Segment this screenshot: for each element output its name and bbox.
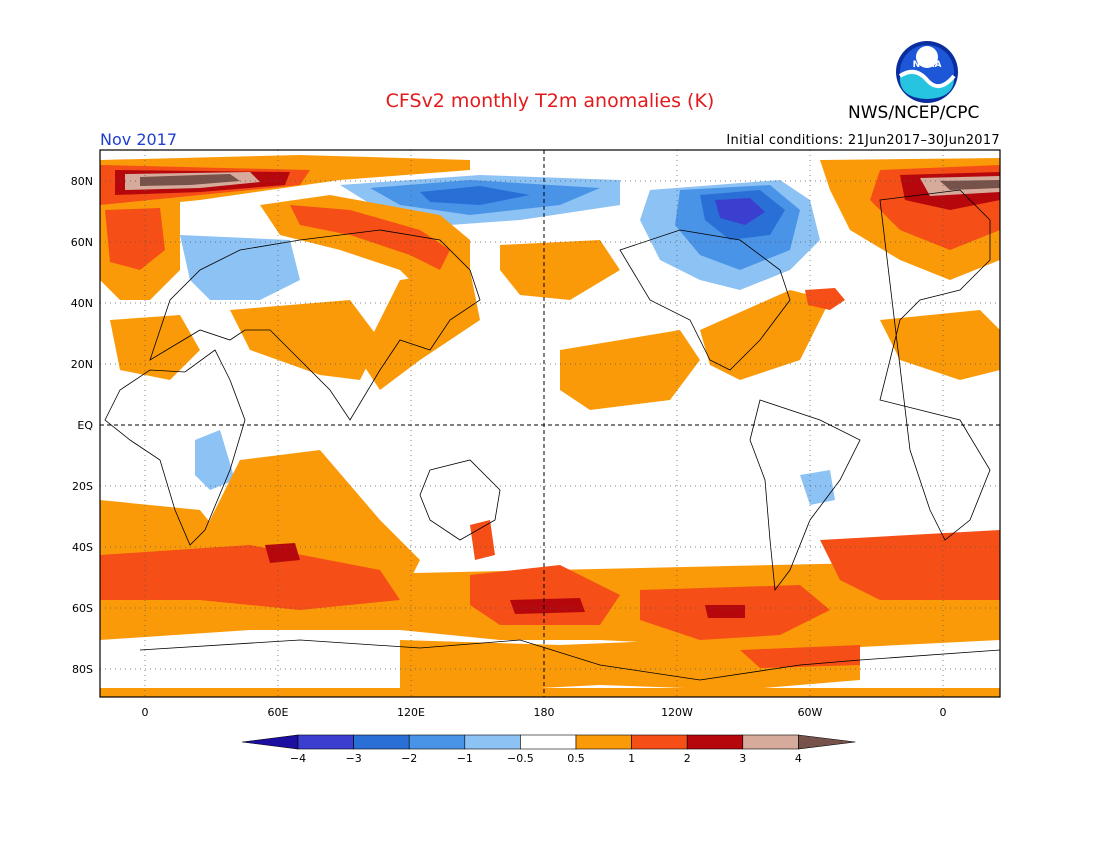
colorbar-label: −4: [290, 752, 306, 765]
north-pacific-warm: [500, 240, 620, 300]
india-warm: [230, 300, 380, 380]
anomaly-shading: [100, 155, 1000, 697]
colorbar-swatch: [520, 734, 577, 750]
lat-label: 60S: [72, 602, 93, 615]
arctic-brown-west: [140, 174, 240, 186]
southern-ocean-red-west: [100, 545, 400, 610]
forecast-month-label: Nov 2017: [100, 130, 178, 149]
equator-and-dateline: [100, 150, 1000, 697]
lon-label: 120W: [661, 706, 693, 719]
colorbar-label: −3: [345, 752, 361, 765]
north-africa-warm: [110, 315, 200, 380]
lat-label: 20S: [72, 480, 93, 493]
atlantic-warm-ne: [880, 310, 1000, 380]
organization-label: NWS/NCEP/CPC: [848, 103, 980, 123]
colorbar-label: −1: [457, 752, 473, 765]
lon-label: 60E: [268, 706, 289, 719]
lat-label: EQ: [77, 419, 93, 432]
longitude-labels: 0 60E 120E 180 120W 60W 0: [142, 706, 947, 719]
lon-label: 0: [142, 706, 149, 719]
initial-conditions-label: Initial conditions: 21Jun2017–30Jun2017: [726, 133, 1000, 148]
arctic-cold-deep: [420, 186, 530, 205]
colorbar-swatch: [742, 734, 799, 750]
eastern-us-warm: [700, 290, 830, 380]
graticule: [100, 150, 1000, 697]
colorbar-min-arrow: [241, 734, 299, 750]
latitude-labels: 80N 60N 40N 20N EQ 20S 40S 60S 80S: [71, 175, 94, 676]
north-america-cold-darkest: [715, 198, 765, 225]
southern-ocean-darkred-1: [265, 543, 300, 563]
logo-text: NOAA: [913, 60, 942, 70]
map-title: CFSv2 monthly T2m anomalies (K): [385, 90, 715, 112]
africa-cold: [195, 430, 235, 490]
colorbar-label: 1: [628, 752, 635, 765]
eastern-us-red: [805, 288, 845, 310]
lon-label: 60W: [798, 706, 823, 719]
east-asia-warm: [360, 270, 480, 390]
central-asia-cold: [180, 235, 300, 300]
europe-red: [105, 208, 165, 270]
south-atlantic-red-east: [820, 530, 1000, 600]
colorbar-swatch: [686, 734, 744, 750]
lon-label: 180: [534, 706, 555, 719]
colorbar-label: −2: [401, 752, 417, 765]
colorbar: −4 −3 −2 −1 −0.5 0.5 1 2 3 4: [241, 734, 856, 765]
colorbar-swatch: [631, 734, 688, 750]
colorbar-max-arrow: [798, 734, 856, 750]
east-pacific-warm: [560, 330, 700, 410]
east-arctic-brown: [940, 180, 1000, 190]
colorbar-label: 2: [684, 752, 691, 765]
lat-label: 80S: [72, 663, 93, 676]
lat-label: 80N: [71, 175, 93, 188]
bottom-warm-strip: [100, 688, 1000, 697]
lat-label: 40S: [72, 541, 93, 554]
tasman-red: [470, 520, 495, 560]
colorbar-label: −0.5: [507, 752, 534, 765]
south-america-cold: [800, 470, 835, 505]
coastlines: [104, 189, 1000, 681]
colorbar-label: 0.5: [567, 752, 585, 765]
colorbar-swatch: [575, 734, 632, 750]
lon-label: 0: [940, 706, 947, 719]
colorbar-swatch: [297, 734, 354, 750]
lat-label: 20N: [71, 358, 93, 371]
colorbar-swatch: [408, 734, 466, 750]
siberia-red: [290, 205, 450, 270]
colorbar-swatch: [353, 734, 410, 750]
lat-label: 60N: [71, 236, 93, 249]
southern-ocean-darkred-3: [705, 605, 745, 618]
lat-label: 40N: [71, 297, 93, 310]
map-frame: [99, 149, 1001, 698]
noaa-logo-icon: NOAA: [896, 41, 958, 103]
colorbar-label: 4: [795, 752, 802, 765]
southern-ocean-darkred-2: [510, 598, 585, 614]
colorbar-swatch: [464, 734, 521, 750]
lon-label: 120E: [397, 706, 425, 719]
colorbar-label: 3: [739, 752, 746, 765]
